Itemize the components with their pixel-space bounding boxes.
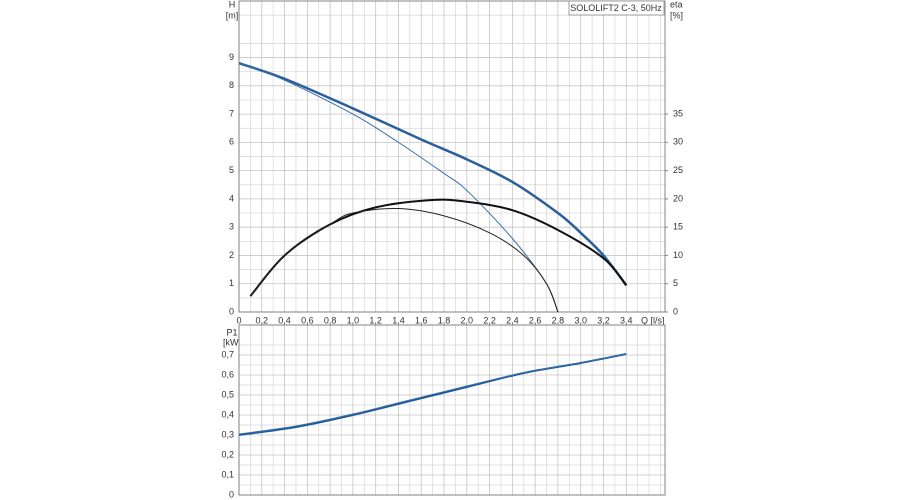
x-tick-label: 0: [236, 315, 241, 325]
x-tick-label: 2,0: [461, 315, 474, 325]
y-tick-label: 9: [229, 52, 234, 62]
x-tick-label: 1,4: [392, 315, 405, 325]
x-tick-label: 1,6: [415, 315, 428, 325]
x-tick-label: 1,2: [369, 315, 382, 325]
y2-tick-label: 35: [673, 108, 683, 118]
y2-tick-label: 5: [673, 278, 678, 288]
x-tick-label: 1,0: [347, 315, 360, 325]
y2-tick-label: 20: [673, 193, 683, 203]
y-tick-label: 0,4: [221, 409, 234, 419]
y-axis-unit: [kW]: [223, 337, 241, 347]
chart-title: SOLOLIFT2 C-3, 50Hz: [570, 3, 662, 13]
plot-area: [239, 325, 665, 495]
x-tick-label: 0,2: [256, 315, 269, 325]
y-axis-label: P1: [226, 327, 237, 337]
y-tick-label: 6: [229, 137, 234, 147]
y2-tick-label: 0: [673, 306, 678, 316]
y-tick-label: 0,2: [221, 449, 234, 459]
y-tick-label: 0,1: [221, 469, 234, 479]
x-tick-label: 0,6: [301, 315, 314, 325]
plot-border: [238, 0, 666, 313]
x-tick-label: 3,2: [597, 315, 610, 325]
x-tick-label: 2,4: [506, 315, 519, 325]
y2-tick-label: 30: [673, 137, 683, 147]
x-tick-label: 2,8: [552, 315, 565, 325]
y2-axis-label: eta: [670, 0, 683, 9]
y-tick-label: 0,3: [221, 429, 234, 439]
y-tick-label: 0: [229, 306, 234, 316]
curve: [238, 62, 628, 286]
y-tick-label: 0,7: [221, 349, 234, 359]
y-tick-label: 3: [229, 222, 234, 232]
x-tick-label: 2,2: [483, 315, 496, 325]
x-tick-label: 3,0: [574, 315, 587, 325]
y-tick-label: 8: [229, 80, 234, 90]
x-tick-label: 0,4: [278, 315, 291, 325]
x-tick-label: 0,8: [324, 315, 337, 325]
title-box: [568, 0, 665, 16]
y-tick-label: 1: [229, 278, 234, 288]
y-tick-label: 0: [229, 489, 234, 499]
x-tick-label: 1,8: [438, 315, 451, 325]
y2-tick-label: 25: [673, 165, 683, 175]
x-axis-label: Q [l/s]: [641, 315, 665, 325]
y-tick-label: 2: [229, 250, 234, 260]
x-tick-label: 2,6: [529, 315, 542, 325]
y-axis-label: H: [229, 0, 236, 9]
y2-axis-unit: [%]: [670, 10, 683, 20]
y-tick-label: 7: [229, 108, 234, 118]
curve: [238, 353, 627, 435]
curve: [249, 198, 628, 297]
y-tick-label: 5: [229, 165, 234, 175]
curve: [250, 207, 559, 313]
y2-tick-label: 15: [673, 222, 683, 232]
plot-border: [238, 324, 666, 496]
y-tick-label: 0,5: [221, 389, 234, 399]
x-tick-label: 3,4: [620, 315, 633, 325]
y2-tick-label: 10: [673, 250, 683, 260]
y-tick-label: 4: [229, 193, 234, 203]
y-axis-unit: [m]: [226, 10, 239, 20]
y-tick-label: 0,6: [221, 369, 234, 379]
